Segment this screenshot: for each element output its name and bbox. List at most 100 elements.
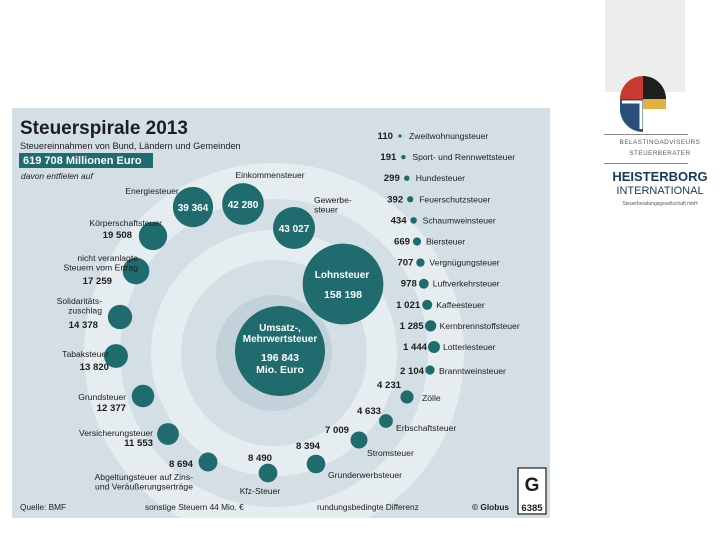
- bubble-value: 4 231: [377, 380, 402, 391]
- small-tax-label: Kaffeesteuer: [436, 300, 485, 310]
- bubble-value: 17 259: [83, 276, 112, 287]
- bubble-label: Stromsteuer: [367, 448, 414, 458]
- tax-bubble: [107, 304, 133, 330]
- globus-badge-number: 6385: [521, 503, 543, 514]
- small-tax-value: 392: [387, 194, 403, 205]
- small-tax-dot: [407, 196, 414, 203]
- bubble-value: 42 280: [228, 200, 259, 211]
- tax-bubble: [172, 186, 214, 228]
- small-tax-dot: [412, 237, 422, 246]
- small-tax-dot: [428, 341, 440, 353]
- bubble-value: 43 027: [279, 224, 310, 235]
- small-tax-dot: [410, 217, 417, 224]
- small-taxes-list: 110 Zweitwohnungsteuer 191 Sport- und Rennw…: [378, 131, 520, 353]
- bubble-label: Einkommensteuer: [235, 170, 304, 180]
- bubble-label: Erbschaftsteuer: [396, 423, 456, 433]
- brand-divider: [604, 134, 688, 135]
- bubble-label: Energiesteuer: [125, 186, 179, 196]
- bubble-label: nicht veranlagte Steuern vom Ertrag: [63, 253, 138, 272]
- bubble-label: Lohnsteuer: [315, 270, 370, 281]
- small-tax-value: 299: [384, 173, 400, 184]
- bubble-value: 8 490: [248, 453, 272, 464]
- bubble-label: Umsatz-, Mehrwertsteuer: [243, 323, 318, 345]
- bubble-value: 2 104: [400, 366, 425, 377]
- globus-badge: [517, 467, 547, 515]
- bubble-value: 13 820: [80, 362, 109, 373]
- small-tax-dot: [422, 299, 433, 310]
- tax-bubble: [302, 243, 384, 325]
- chart-total: 619 708 Millionen Euro: [23, 155, 142, 167]
- brand-name-2: INTERNATIONAL: [616, 185, 704, 197]
- small-tax-label: Zweitwohnungsteuer: [409, 131, 488, 141]
- chart-title: Steuerspirale 2013: [20, 118, 188, 139]
- bubble-value: 8 694: [169, 459, 194, 470]
- bubble-value: 39 364: [178, 203, 209, 214]
- bubble-label: Tabaksteuer: [62, 349, 109, 359]
- small-tax-label: Kernbrennstoffsteuer: [440, 321, 520, 331]
- heisterborg-logo-icon: [620, 76, 666, 132]
- small-tax-value: 1 021: [396, 300, 421, 311]
- small-tax-label: Luftverkehrsteuer: [433, 279, 500, 289]
- tax-bubble: [222, 183, 264, 225]
- tax-bubble: [400, 390, 414, 404]
- small-tax-dot: [401, 154, 406, 160]
- brand-divider: [604, 163, 688, 164]
- small-tax-label: Vergnügungsteuer: [429, 258, 499, 268]
- bubble-value-unit: Mio. Euro: [256, 364, 304, 376]
- tax-bubble: [272, 206, 316, 250]
- bubble-layer: 39 364 Energiesteuer 42 280 Einkommensteuer…: [57, 170, 506, 496]
- small-tax-value: 434: [391, 215, 408, 226]
- bubble-label: Abgeltungsteuer auf Zins-und Veräußerung…: [95, 472, 194, 491]
- small-tax-dot: [398, 134, 402, 138]
- chart-subtitle: Steuereinnahmen von Bund, Ländern und Ge…: [20, 141, 241, 151]
- bubble-label: Grundsteuer: [78, 392, 126, 402]
- small-tax-dot: [424, 320, 437, 332]
- bubble-label: Branntweinsteuer: [439, 366, 506, 376]
- small-tax-value: 707: [397, 258, 413, 269]
- tax-bubble: [138, 221, 168, 251]
- tax-bubble: [350, 431, 368, 449]
- chart-total-note: davon entfielen auf: [21, 171, 94, 181]
- tax-bubble: [104, 344, 128, 368]
- brand-name: HEISTERBORG: [612, 169, 708, 184]
- tax-bubble: [235, 306, 325, 396]
- small-tax-value: 110: [378, 131, 393, 142]
- tax-spiral-chart: Steuerspirale 2013 Steuereinnahmen von B…: [12, 108, 550, 518]
- tax-bubble: [122, 257, 150, 285]
- brand-line-1: BELASTINGADVISEURS: [619, 139, 701, 146]
- tax-bubble: [131, 384, 155, 408]
- tax-bubble: [306, 454, 326, 474]
- tax-bubble: [198, 452, 218, 472]
- bubble-label: Kfz-Steuer: [240, 486, 281, 496]
- bubble-label: Gewerbe-steuer: [314, 195, 352, 214]
- brand-tagline: Steuerberatungsgesellschaft mbH: [622, 201, 698, 207]
- small-tax-label: Lotteriesteuer: [443, 342, 496, 352]
- bubble-value: 11 553: [124, 438, 153, 449]
- bubble-value: 19 508: [103, 230, 133, 241]
- small-tax-value: 669: [394, 237, 410, 248]
- bubble-label: Zölle: [422, 393, 441, 403]
- bubble-value: 158 198: [324, 289, 362, 301]
- small-tax-value: 978: [401, 279, 418, 290]
- tax-bubble: [157, 423, 179, 445]
- tax-bubble: [258, 463, 278, 483]
- brand-line-2: STEUERBERATER: [629, 150, 691, 157]
- small-tax-label: Feuerschutzsteuer: [419, 194, 490, 204]
- small-tax-dot: [418, 278, 429, 289]
- bubble-label: Grunderwerbsteuer: [328, 470, 402, 480]
- small-tax-value: 1 285: [400, 321, 425, 332]
- small-tax-dot: [416, 258, 425, 267]
- tax-bubble: [425, 365, 435, 375]
- small-tax-value: 1 444: [403, 342, 428, 353]
- total-box: [19, 153, 153, 168]
- globus-badge-letter: G: [525, 475, 540, 496]
- bubble-value: 4 633: [357, 406, 381, 417]
- footer-other-taxes: sonstige Steuern 44 Mio. €: [145, 502, 244, 512]
- bubble-value: 12 377: [97, 403, 126, 414]
- small-tax-label: Schaumweinsteuer: [423, 215, 496, 225]
- bubble-value: 196 843: [261, 352, 299, 364]
- bubble-value: 14 378: [69, 320, 99, 331]
- bubble-label: Versicherungsteuer: [79, 428, 153, 438]
- bubble-value: 7 009: [325, 425, 349, 436]
- footer-source: Quelle: BMF: [20, 502, 66, 512]
